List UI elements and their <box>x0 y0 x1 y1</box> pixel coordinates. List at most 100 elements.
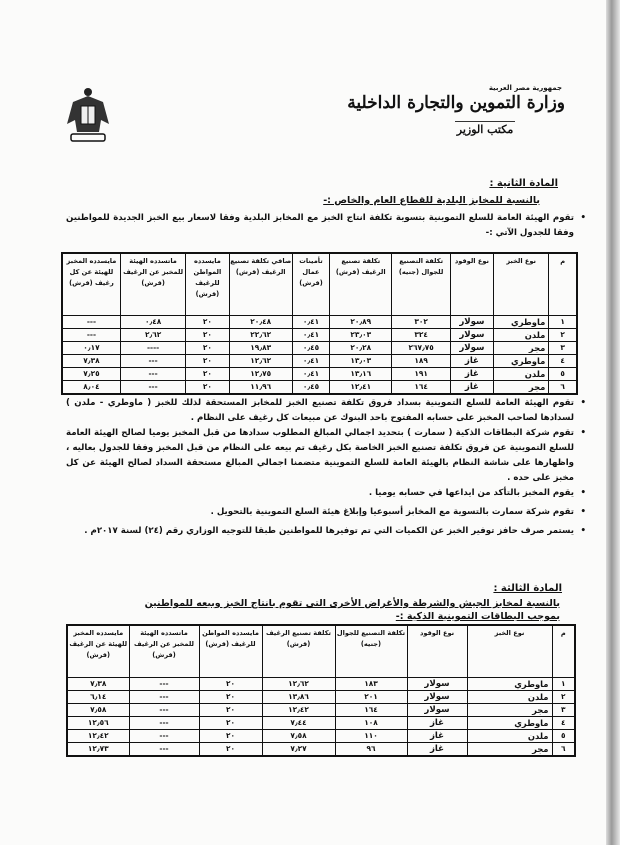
table-cell: سولار <box>406 689 468 704</box>
table-cell: ٠٫١٧ <box>61 340 121 355</box>
office-name: مكتب الوزير <box>456 123 514 136</box>
table-cell: ١٢٫٥٦ <box>66 715 130 730</box>
table-row: ٢ ملدن سولار ٣٢٤ ٢٣٫٠٣ ٠٫٤١ ٢٢٫٦٢ ٢٠ ٢٫٦٢ --- <box>61 327 578 342</box>
column-header: نوع الوقود <box>449 252 495 316</box>
table-row: ٢ ملدن سولار ٢٠١ ١٣٫٨٦ ٢٠ --- ٦٫١٤ <box>66 689 576 704</box>
article2-title: المادة الثانية : <box>489 178 558 189</box>
column-header: مايسدده المواطن للرغيف (قرش) <box>185 252 230 316</box>
column-header: نوع الوقود <box>406 624 468 678</box>
table-cell: --- <box>128 728 200 743</box>
table-cell: ٢٦٧٫٧٥ <box>391 340 451 355</box>
table-cell: ماوطري <box>466 676 553 691</box>
table-row: ٤ ماوطري غاز ١٨٩ ١٣٫٠٣ ٠٫٤١ ١٢٫٦٢ ٢٠ --- ٧٫٣٨ <box>61 353 578 368</box>
table-header-row: م نوع الخبز نوع الوقود تكلفة التصنيع للجوال… <box>66 624 576 678</box>
table-cell: ١٢٫٧٥ <box>228 366 293 381</box>
table-cell: ١١٠ <box>334 728 408 743</box>
column-header: تكلفة التصنيع للجوال (جنيه) <box>334 624 408 678</box>
header-divider <box>455 121 515 122</box>
table-cell: ١٣٫١٦ <box>329 366 393 381</box>
table-cell: ٠٫٤١ <box>291 366 331 381</box>
column-header: تكلفة تصنيع الرغيف (قرش) <box>329 252 393 316</box>
table-cell: ٧٫٥٨ <box>66 702 130 717</box>
table-cell: --- <box>128 689 200 704</box>
table-cell: ٢٠ <box>198 676 263 691</box>
table-cell: ١ <box>551 676 576 691</box>
table-cell: ٢٠ <box>185 314 230 329</box>
column-header: مايسدده المخبز للهيئة عن كل رغيف (قرش) <box>61 252 121 316</box>
table-cell: ---- <box>119 340 187 355</box>
table-cell: ٢٠ <box>198 728 263 743</box>
article3-subtitle: بالنسبة لمخابز الجيش والشرطة والأغراض ال… <box>144 598 560 622</box>
table-cell: سولار <box>449 340 495 355</box>
table-cell: مجر <box>493 340 550 355</box>
table-row: ٣ مجر سولار ١٦٤ ١٢٫٤٢ ٢٠ --- ٧٫٥٨ <box>66 702 576 717</box>
table-cell: ٣٢٤ <box>391 327 451 342</box>
table-cell: ٠٫٤١ <box>291 353 331 368</box>
table-row: ٦ مجر غاز ٩٦ ٧٫٢٧ ٢٠ --- ١٢٫٧٣ <box>66 741 576 756</box>
table-cell: مجر <box>466 741 553 756</box>
column-header: ماتسدده الهيئة للمخبز عن الرغيف (قرش) <box>128 624 200 678</box>
table-cell: ٥ <box>551 728 576 743</box>
table-row: ٥ ملدن غاز ١١٠ ٧٫٥٨ ٢٠ --- ١٢٫٤٢ <box>66 728 576 743</box>
table-cell: ٢٠ <box>198 689 263 704</box>
table-cell: غاز <box>406 715 468 730</box>
table-cell: --- <box>128 702 200 717</box>
table-cell: ١٠٨ <box>334 715 408 730</box>
column-header: صافي تكلفة تصنيع الرغيف (قرش) <box>228 252 293 316</box>
column-header: تأمينات عمال (قرش) <box>291 252 331 316</box>
column-header: تكلفة التصنيع للجوال (جنيه) <box>391 252 451 316</box>
table-cell: --- <box>119 379 187 394</box>
table-cell: ٧٫٣٨ <box>61 353 121 368</box>
table-cell: ٨٫٠٤ <box>61 379 121 394</box>
bullet-item: تقوم شركة البطاقات الذكية ( سمارت ) بتحد… <box>66 426 586 486</box>
table-cell: ملدن <box>493 327 550 342</box>
table-cell: ٧٫٣٨ <box>66 676 130 691</box>
table-row: ٣ مجر سولار ٢٦٧٫٧٥ ٢٠٫٢٨ ٠٫٤٥ ١٩٫٨٣ ٢٠ ---- ٠٫١٧ <box>61 340 578 355</box>
table-cell: ٣٠٢ <box>391 314 451 329</box>
egypt-eagle-emblem-icon <box>67 88 109 142</box>
table-cell: ٢٣٫٠٣ <box>329 327 393 342</box>
table-cell: ٢٠ <box>198 702 263 717</box>
country-name: جمهورية مصر العربية <box>488 84 562 92</box>
table-cell: ٤ <box>551 715 576 730</box>
table-cell: ٩٦ <box>334 741 408 756</box>
column-header: نوع الخبز <box>493 252 550 316</box>
table-cell: ٢٠ <box>185 340 230 355</box>
table-cell: ٣ <box>551 702 576 717</box>
table-cell: ١١٫٩٦ <box>228 379 293 394</box>
bullet-item: تقوم شركة سمارت بالتسوية مع المخابز أسبو… <box>66 505 586 520</box>
table-cell: ٢٫٦٢ <box>119 327 187 342</box>
table-cell: --- <box>61 327 121 342</box>
table-cell: ملدن <box>466 689 553 704</box>
table-cell: --- <box>119 353 187 368</box>
table-cell: ٧٫٤٤ <box>261 715 336 730</box>
table-cell: ١٢٫٦٢ <box>261 676 336 691</box>
table-cell: ٢٠ <box>185 353 230 368</box>
table-cell: ٢٠ <box>185 379 230 394</box>
table-cell: ٥ <box>548 366 578 381</box>
table-cell: ٢٠٫٢٨ <box>329 340 393 355</box>
table-cell: ١٢٫٤٢ <box>261 702 336 717</box>
table-cell: ٢ <box>548 327 578 342</box>
table-cell: ٢٠ <box>198 741 263 756</box>
table-cell: ١٢٫٤١ <box>329 379 393 394</box>
table-cell: ٢ <box>551 689 576 704</box>
column-header: م <box>548 252 578 316</box>
table-cell: سولار <box>406 702 468 717</box>
table-cell: ٢٠٫٨٩ <box>329 314 393 329</box>
article3-title: المادة الثالثة : <box>493 583 562 594</box>
table-cell: ٧٫٢٧ <box>261 741 336 756</box>
table-cell: ماوطري <box>466 715 553 730</box>
table-cell: ١٩٫٨٣ <box>228 340 293 355</box>
table-cell: ٤ <box>548 353 578 368</box>
table-cell: ٦ <box>551 741 576 756</box>
table-cell: ماوطري <box>493 314 550 329</box>
bullet-item: تقوم الهيئة العامة للسلع التموينية بسداد… <box>66 396 586 426</box>
table-cell: ٢٠٫٤٨ <box>228 314 293 329</box>
table-row: ٦ مجر غاز ١٦٤ ١٢٫٤١ ٠٫٤٥ ١١٫٩٦ ٢٠ --- ٨٫٠٤ <box>61 379 578 394</box>
table-cell: غاز <box>449 379 495 394</box>
scan-edge <box>606 0 620 845</box>
table-cell: ٠٫٤٥ <box>291 340 331 355</box>
table-cell: --- <box>128 676 200 691</box>
document-page: جمهورية مصر العربية وزارة التموين والتجا… <box>0 0 606 845</box>
